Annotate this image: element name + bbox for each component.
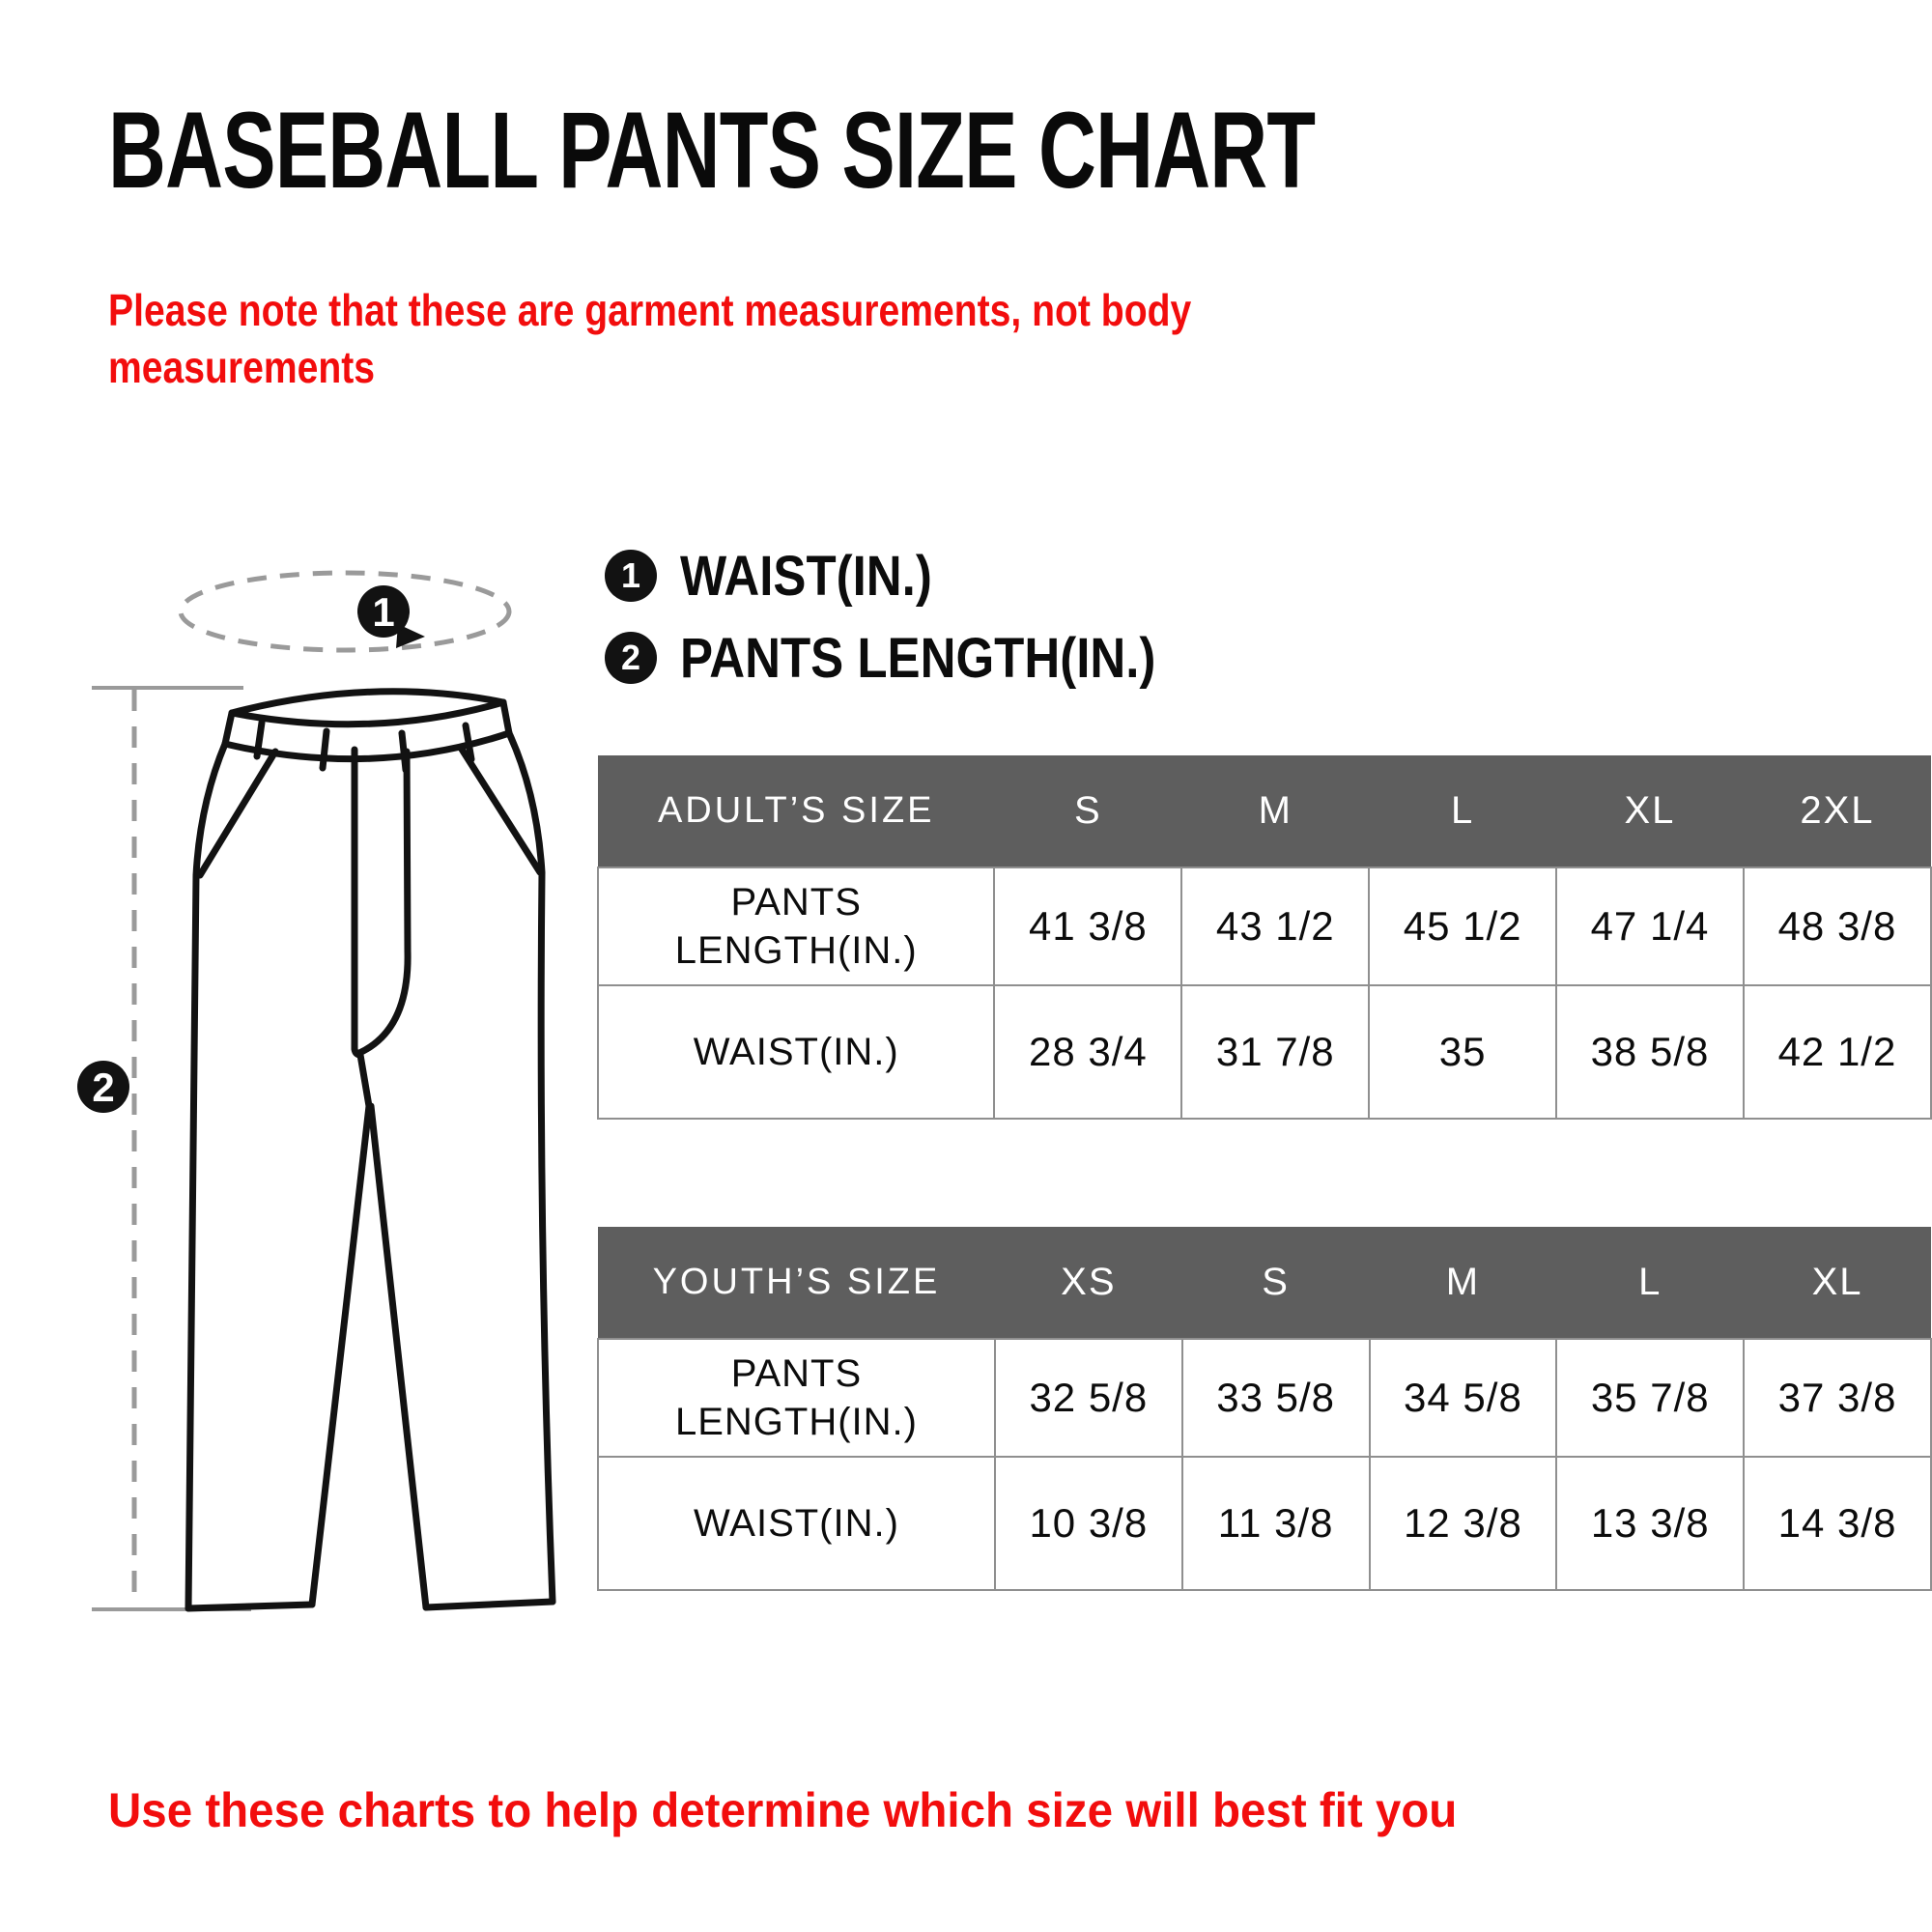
youth-col-header-m: M	[1369, 1227, 1557, 1339]
row-label: WAIST(IN.)	[597, 1456, 996, 1591]
row-label: PANTS LENGTH(IN.)	[597, 1338, 996, 1458]
crotch-seam	[356, 1051, 373, 1110]
legend-label-pants-length: PANTS LENGTH(IN.)	[680, 626, 1156, 690]
adult-waist-row: WAIST(IN.) 28 3/4 31 7/8 35 38 5/8 42 1/…	[596, 984, 1932, 1120]
legend-label-waist: WAIST(IN.)	[680, 544, 932, 608]
garment-measurement-note: Please note that these are garment measu…	[108, 285, 1192, 392]
page-title: BASEBALL PANTS SIZE CHART	[108, 90, 1316, 211]
youth-size-table: YOUTH’S SIZE XS S M L XL PANTS LENGTH(IN…	[597, 1227, 1932, 1591]
waistband-front-rim	[228, 698, 507, 728]
waistband-bottom	[221, 729, 513, 763]
pants-outline	[185, 688, 556, 1612]
youth-waist-row: WAIST(IN.) 10 3/8 11 3/8 12 3/8 13 3/8 1…	[597, 1456, 1932, 1591]
marker-1-number: 1	[372, 589, 394, 635]
adult-header-row: ADULT’S SIZE S M L XL 2XL	[598, 755, 1931, 867]
table-cell: 42 1/2	[1742, 984, 1932, 1120]
legend-item-pants-length: 2 PANTS LENGTH(IN.)	[605, 627, 1221, 690]
left-hem	[185, 1601, 316, 1612]
waistband-back-rim	[228, 688, 507, 717]
left-inseam	[308, 1102, 373, 1608]
table-cell: 38 5/8	[1555, 984, 1745, 1120]
table-cell: 47 1/4	[1555, 867, 1745, 986]
table-cell: 11 3/8	[1180, 1456, 1371, 1591]
adult-col-header-xl: XL	[1556, 755, 1744, 867]
right-inseam	[367, 1102, 430, 1611]
youth-col-header-s: S	[1181, 1227, 1370, 1339]
table-cell: 41 3/8	[993, 867, 1183, 986]
legend-badge-2: 2	[605, 632, 657, 684]
belt-loop	[253, 719, 266, 760]
waist-arrow-icon	[396, 624, 425, 648]
youth-header-row: YOUTH’S SIZE XS S M L XL	[598, 1227, 1931, 1339]
table-cell: 13 3/8	[1555, 1456, 1746, 1591]
right-outer-seam	[505, 729, 556, 1605]
adult-size-table: ADULT’S SIZE S M L XL 2XL PANTS LENGTH(I…	[596, 755, 1932, 1120]
adult-corner-header: ADULT’S SIZE	[598, 755, 995, 867]
row-label: PANTS LENGTH(IN.)	[596, 867, 996, 986]
adult-col-header-2xl: 2XL	[1743, 755, 1931, 867]
adult-pants-length-row: PANTS LENGTH(IN.) 41 3/8 43 1/2 45 1/2 4…	[596, 867, 1932, 986]
table-cell: 37 3/8	[1743, 1338, 1932, 1458]
table-cell: 28 3/4	[993, 984, 1183, 1120]
pants-diagram: 1 2	[77, 570, 556, 1612]
table-cell: 32 5/8	[993, 1338, 1183, 1458]
waistband-right-edge	[499, 698, 513, 737]
adult-col-header-m: M	[1181, 755, 1370, 867]
left-outer-seam	[185, 740, 229, 1612]
table-cell: 34 5/8	[1368, 1338, 1558, 1458]
marker-2-badge: 2	[77, 1061, 129, 1113]
adult-col-header-s: S	[994, 755, 1182, 867]
youth-col-header-xl: XL	[1744, 1227, 1931, 1339]
table-cell: 48 3/8	[1742, 867, 1932, 986]
marker-2-number: 2	[92, 1065, 114, 1110]
waist-measure-ellipse	[178, 570, 512, 653]
left-pocket-line	[196, 748, 279, 879]
waistband-left-edge	[221, 709, 236, 748]
right-hem	[422, 1598, 556, 1611]
belt-loop	[319, 727, 330, 772]
table-cell: 35	[1368, 984, 1558, 1120]
marker-1-badge: 1	[357, 585, 410, 638]
fly-left-line	[351, 746, 364, 1059]
table-cell: 33 5/8	[1180, 1338, 1371, 1458]
table-cell: 31 7/8	[1180, 984, 1371, 1120]
legend-badge-1: 1	[605, 550, 657, 602]
youth-col-header-l: L	[1556, 1227, 1745, 1339]
table-cell: 45 1/2	[1368, 867, 1558, 986]
youth-pants-length-row: PANTS LENGTH(IN.) 32 5/8 33 5/8 34 5/8 3…	[597, 1338, 1932, 1458]
table-cell: 12 3/8	[1368, 1456, 1558, 1591]
belt-loop	[462, 722, 475, 763]
youth-col-header-xs: XS	[994, 1227, 1182, 1339]
fly-right-line	[355, 748, 412, 1057]
table-cell: 10 3/8	[993, 1456, 1183, 1591]
adult-col-header-l: L	[1369, 755, 1557, 867]
youth-corner-header: YOUTH’S SIZE	[598, 1227, 995, 1339]
table-cell: 43 1/2	[1180, 867, 1371, 986]
table-cell: 35 7/8	[1555, 1338, 1746, 1458]
legend-item-waist: 1 WAIST(IN.)	[605, 545, 1221, 608]
row-label: WAIST(IN.)	[596, 984, 996, 1120]
usage-note: Use these charts to help determine which…	[108, 1783, 1458, 1837]
right-pocket-line	[457, 744, 544, 876]
measurement-guides	[92, 570, 512, 1611]
measurement-legend: 1 WAIST(IN.) 2 PANTS LENGTH(IN.)	[605, 545, 1221, 713]
table-cell: 14 3/8	[1743, 1456, 1932, 1591]
